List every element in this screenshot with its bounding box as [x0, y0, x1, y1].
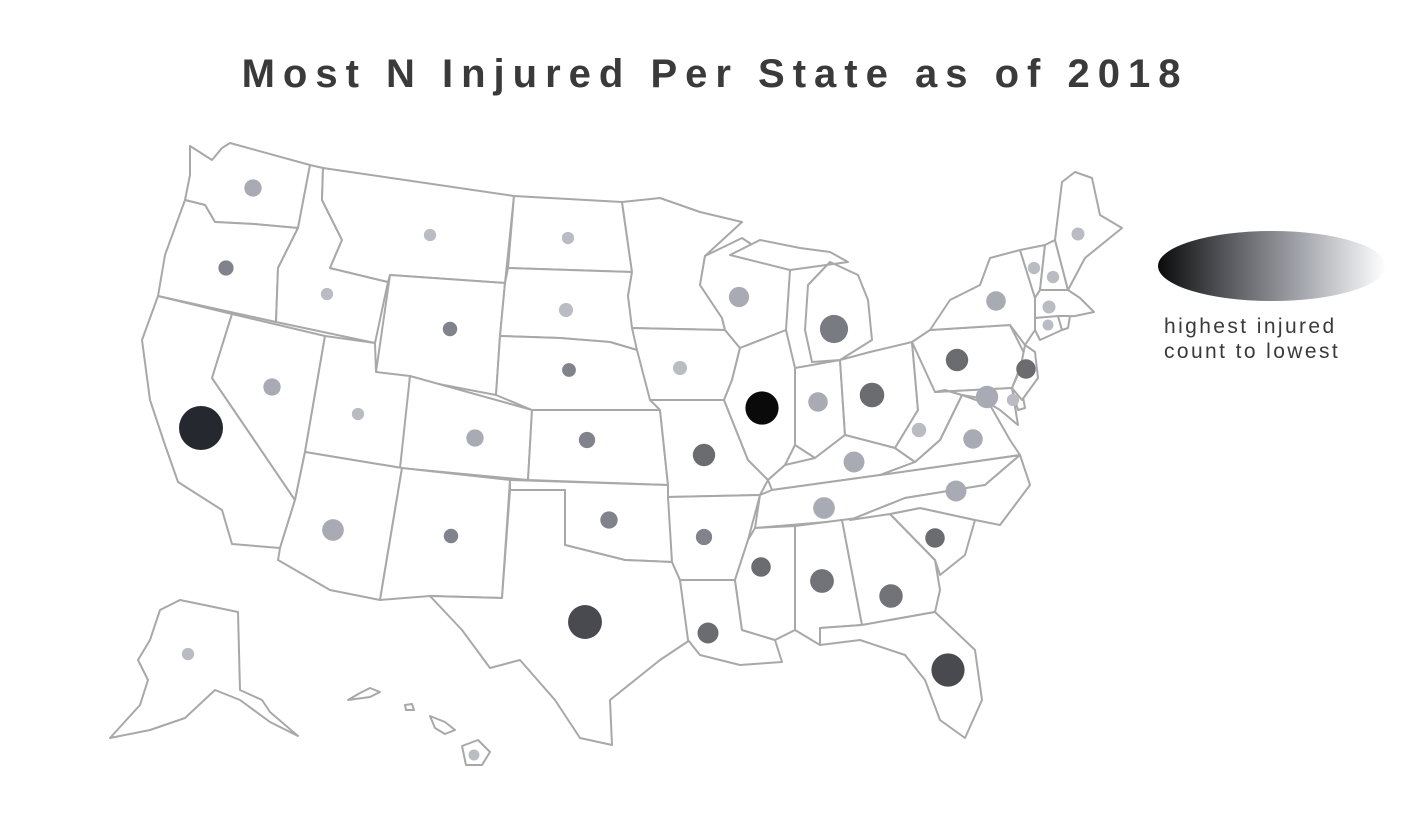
state-ri: [1057, 315, 1071, 331]
marker-wa: [244, 179, 262, 197]
marker-wi: [728, 286, 750, 308]
marker-in: [808, 392, 828, 412]
marker-tx: [568, 605, 602, 639]
state-fl: [819, 611, 983, 739]
marker-or: [218, 260, 234, 276]
marker-nd: [561, 231, 575, 245]
state-borders: [109, 142, 1123, 766]
legend-line-2: count to lowest: [1164, 340, 1341, 363]
marker-ca: [179, 406, 223, 450]
marker-ct: [1042, 319, 1054, 331]
marker-ia: [672, 360, 688, 376]
marker-tn: [813, 497, 835, 519]
marker-la: [697, 622, 719, 644]
marker-nc: [945, 480, 967, 502]
state-ia: [631, 327, 741, 401]
marker-oh: [859, 382, 885, 408]
marker-ma: [1042, 300, 1056, 314]
marker-ny: [986, 291, 1006, 311]
marker-ky: [843, 451, 865, 473]
state-me: [1054, 171, 1123, 291]
marker-az: [322, 519, 344, 541]
marker-layer: [179, 179, 1085, 761]
state-ks: [527, 409, 669, 486]
marker-sc: [925, 528, 945, 548]
marker-co: [466, 429, 484, 447]
state-hi: [347, 687, 491, 766]
marker-mt: [423, 228, 437, 242]
marker-pa: [945, 348, 969, 372]
marker-nj: [1016, 359, 1036, 379]
marker-ms: [751, 557, 771, 577]
marker-nm: [443, 528, 459, 544]
marker-mo: [692, 443, 716, 467]
marker-nh: [1046, 270, 1060, 284]
legend-caption: highest injured count to lowest: [1164, 314, 1399, 364]
marker-md: [975, 385, 999, 409]
marker-de: [1006, 393, 1020, 407]
marker-ks: [578, 431, 596, 449]
marker-ga: [879, 584, 903, 608]
marker-ak: [181, 647, 195, 661]
marker-il: [745, 391, 779, 425]
legend-line-1: highest injured: [1164, 315, 1337, 338]
marker-me: [1071, 227, 1085, 241]
page-title: Most N Injured Per State as of 2018: [241, 52, 1189, 96]
marker-ne: [562, 363, 576, 377]
marker-wv: [911, 422, 927, 438]
state-nc: [849, 454, 1031, 526]
marker-id: [320, 287, 334, 301]
marker-nv: [263, 378, 281, 396]
marker-ar: [695, 528, 713, 546]
marker-sd: [558, 302, 574, 318]
marker-fl: [931, 653, 965, 687]
state-tx: [429, 489, 691, 746]
legend-gradient: [1158, 231, 1386, 301]
marker-va: [963, 429, 983, 449]
marker-wy: [442, 321, 458, 337]
marker-al: [810, 569, 834, 593]
state-ak: [109, 599, 299, 739]
marker-ok: [600, 511, 618, 529]
marker-ut: [351, 407, 365, 421]
state-mt: [321, 167, 515, 284]
marker-hi: [468, 749, 480, 761]
marker-vt: [1027, 261, 1041, 275]
marker-mi: [819, 314, 849, 344]
